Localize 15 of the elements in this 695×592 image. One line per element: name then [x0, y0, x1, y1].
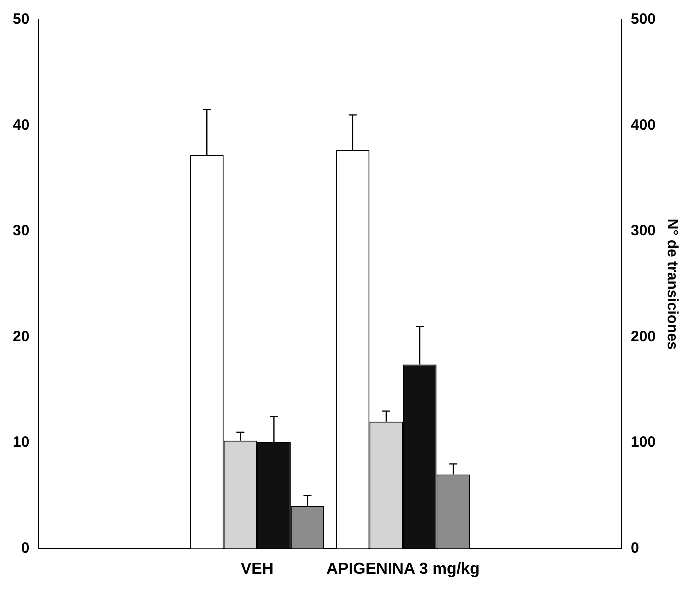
y-tick-label: 50: [12, 11, 30, 28]
y-tick-label: 20: [12, 328, 30, 346]
x-tick-label: APIGENINA 3 mg/kg: [326, 560, 480, 578]
y2-tick-label: 200: [630, 328, 656, 346]
y2-tick-label: 400: [630, 116, 656, 134]
y-tick-label: 10: [12, 434, 30, 452]
y-tick-label: 30: [12, 222, 30, 240]
y2-tick-label: 100: [630, 434, 656, 452]
y2-tick-label: 0: [630, 540, 640, 557]
x-tick-label: VEH: [240, 560, 274, 578]
y-tick-label: 40: [12, 116, 30, 134]
y2-axis-title: N° de transiciones: [664, 218, 681, 350]
y-tick-label: 0: [21, 540, 30, 557]
y2-tick-label: 300: [630, 222, 656, 240]
y2-tick-label: 500: [630, 11, 656, 28]
